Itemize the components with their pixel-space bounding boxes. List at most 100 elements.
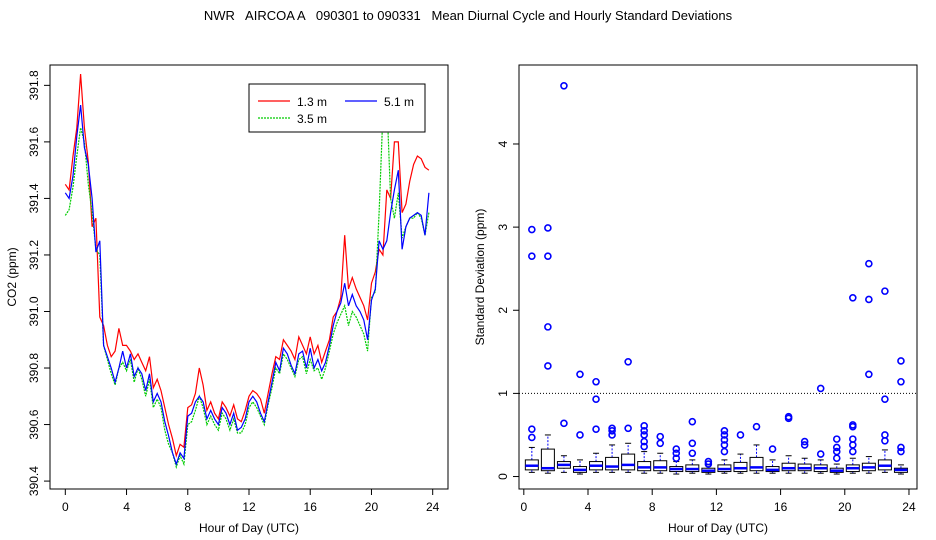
box-outlier bbox=[640, 431, 648, 439]
box-outlier bbox=[640, 422, 648, 430]
boxplot-hour bbox=[797, 437, 812, 474]
mean-diurnal-cycle-plot: 0 4 8 12 16 20 24 390.4 390.6 390.8 391.0 391.2 391… bbox=[5, 64, 449, 535]
right-y-tick-label: 2 bbox=[496, 307, 510, 314]
box-outlier bbox=[544, 252, 552, 261]
box-outlier bbox=[800, 437, 809, 446]
box-outlier bbox=[897, 447, 905, 456]
box-iqr bbox=[621, 453, 636, 471]
box-outlier bbox=[752, 422, 761, 431]
box-outlier bbox=[592, 425, 600, 433]
box-outlier bbox=[624, 424, 632, 433]
boxplot-hour bbox=[653, 432, 668, 474]
boxplot-hour bbox=[829, 435, 844, 475]
boxplot-hour bbox=[717, 427, 732, 474]
box-outlier bbox=[720, 436, 729, 444]
legend-label-3-5m: 3.5 m bbox=[297, 112, 327, 126]
boxplot-hour bbox=[701, 457, 716, 475]
box-outlier bbox=[720, 431, 729, 439]
box-outlier bbox=[576, 431, 584, 439]
boxplot-hour bbox=[733, 431, 748, 474]
box-outlier bbox=[688, 449, 697, 458]
right-x-tick-label: 0 bbox=[520, 500, 527, 514]
boxplot-hour bbox=[781, 412, 796, 474]
left-x-tick-label: 16 bbox=[304, 500, 318, 514]
left-y-tick-label: 391.0 bbox=[27, 296, 41, 326]
left-series-lines bbox=[64, 73, 430, 470]
box-outlier bbox=[592, 377, 600, 386]
box-outlier bbox=[849, 435, 857, 443]
boxplot-hour bbox=[605, 424, 620, 473]
box-outlier bbox=[816, 450, 825, 458]
right-x-axis: 0 4 8 12 16 20 24 bbox=[520, 489, 916, 514]
box-outlier bbox=[768, 445, 777, 453]
box-outlier bbox=[897, 377, 905, 386]
series-line-1-3-m bbox=[64, 73, 430, 458]
box-outlier bbox=[528, 425, 536, 433]
box-outlier bbox=[865, 259, 873, 268]
left-y-axis: 390.4 390.6 390.8 391.0 391.2 391.4 391.6 391.8 bbox=[27, 70, 50, 496]
box-outlier bbox=[656, 432, 665, 441]
box-outlier bbox=[528, 433, 536, 442]
box-outlier bbox=[528, 225, 536, 234]
left-y-tick-label: 391.6 bbox=[27, 127, 41, 157]
right-y-tick-label: 1 bbox=[496, 390, 510, 397]
right-x-axis-label: Hour of Day (UTC) bbox=[668, 521, 768, 535]
box-outlier bbox=[576, 370, 584, 379]
legend-box bbox=[248, 83, 426, 133]
left-y-axis-label: CO2 (ppm) bbox=[5, 247, 19, 306]
right-x-tick-label: 12 bbox=[710, 500, 724, 514]
boxplot-hour bbox=[669, 445, 684, 475]
box-outlier bbox=[592, 395, 600, 404]
box-iqr bbox=[540, 448, 555, 472]
box-outlier bbox=[849, 447, 857, 456]
boxplot-hour bbox=[845, 293, 860, 474]
series-line-5-1-m bbox=[64, 105, 430, 466]
box-outlier bbox=[832, 447, 841, 456]
box-outlier bbox=[608, 427, 616, 435]
right-x-tick-label: 8 bbox=[649, 500, 656, 514]
right-x-tick-label: 20 bbox=[838, 500, 852, 514]
left-x-tick-label: 0 bbox=[62, 500, 69, 514]
box-outlier bbox=[560, 419, 568, 428]
box-outlier bbox=[720, 447, 729, 456]
left-x-tick-label: 20 bbox=[365, 500, 379, 514]
box-outlier bbox=[881, 431, 889, 439]
box-outlier bbox=[672, 449, 681, 458]
box-iqr bbox=[605, 456, 620, 471]
legend-label-1-3m: 1.3 m bbox=[297, 95, 327, 109]
left-x-tick-label: 24 bbox=[426, 500, 440, 514]
box-outlier bbox=[865, 370, 873, 379]
right-x-tick-label: 24 bbox=[902, 500, 916, 514]
right-x-tick-label: 4 bbox=[585, 500, 592, 514]
boxplot-hour bbox=[556, 81, 571, 473]
right-y-tick-label: 0 bbox=[496, 473, 510, 480]
box-outlier bbox=[544, 224, 552, 232]
left-x-tick-label: 4 bbox=[123, 500, 130, 514]
left-y-tick-label: 391.8 bbox=[27, 70, 41, 100]
page-title: NWR AIRCOA A 090301 to 090331 Mean Diurn… bbox=[203, 8, 733, 23]
box-outlier bbox=[624, 357, 632, 366]
box-outlier bbox=[832, 454, 841, 463]
boxplot-hour bbox=[524, 225, 539, 473]
boxplot-hour bbox=[572, 370, 587, 475]
box-outlier bbox=[720, 427, 729, 435]
box-outlier bbox=[784, 412, 793, 421]
box-outlier bbox=[800, 441, 809, 449]
legend: 1.3 m 3.5 m 5.1 m bbox=[248, 83, 426, 133]
left-y-tick-label: 390.4 bbox=[27, 466, 41, 496]
box-outlier bbox=[865, 295, 873, 304]
left-y-tick-label: 390.8 bbox=[27, 353, 41, 383]
box-outlier bbox=[640, 427, 648, 435]
boxplot-hour bbox=[861, 259, 876, 474]
boxplot-hour bbox=[765, 445, 780, 474]
boxplot-hour bbox=[589, 377, 604, 473]
left-y-tick-label: 390.6 bbox=[27, 409, 41, 439]
right-y-tick-label: 3 bbox=[496, 223, 510, 230]
right-y-tick-label: 4 bbox=[496, 140, 510, 147]
boxplot-hour bbox=[685, 417, 700, 474]
box-outlier bbox=[528, 252, 536, 261]
box-outlier bbox=[897, 443, 905, 452]
right-x-tick-label: 16 bbox=[774, 500, 788, 514]
